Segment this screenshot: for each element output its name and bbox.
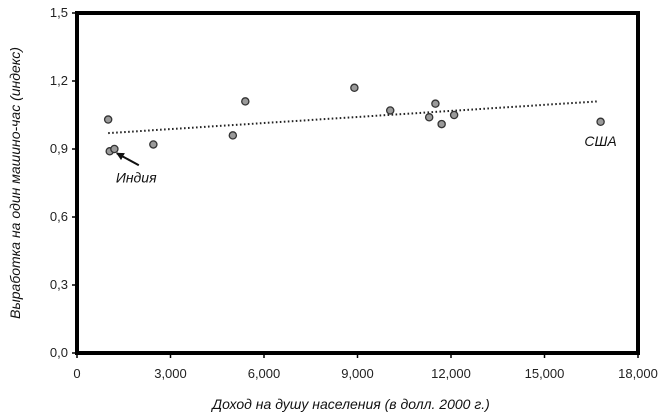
y-tick-label: 0,9 [50, 141, 68, 156]
x-tick-label: 12,000 [431, 366, 471, 381]
y-tick-label: 0,3 [50, 277, 68, 292]
y-tick-label: 0,0 [50, 345, 68, 360]
y-axis: 0,0 0,3 0,6 0,9 1,2 1,5 [50, 5, 77, 360]
x-tick-label: 6,000 [248, 366, 281, 381]
x-tick-label: 15,000 [525, 366, 565, 381]
data-point [350, 83, 359, 93]
y-tick-label: 0,6 [50, 209, 68, 224]
data-point [424, 113, 434, 122]
data-point [228, 131, 238, 140]
x-tick-label: 3,000 [154, 366, 187, 381]
data-point [103, 115, 113, 124]
data-point [385, 106, 395, 115]
data-point [241, 97, 250, 106]
data-point [449, 110, 459, 120]
trendline [108, 100, 598, 135]
data-point [431, 99, 440, 108]
data-point [149, 140, 158, 149]
annotations: Индия США [116, 133, 617, 185]
annotation-label: США [584, 133, 616, 149]
x-axis: 0 3,000 6,000 9,000 12,000 15,000 18,000 [73, 353, 658, 381]
x-tick-label: 0 [73, 366, 80, 381]
x-tick-label: 9,000 [341, 366, 374, 381]
trendline-path [108, 100, 598, 135]
annotation-label: Индия [116, 169, 157, 185]
data-points [103, 83, 605, 156]
y-tick-label: 1,5 [50, 5, 68, 20]
annotation-arrow [115, 152, 140, 167]
x-axis-label: Доход на душу населения (в долл. 2000 г.… [210, 396, 490, 412]
plot-frame [75, 11, 640, 355]
data-point [596, 117, 605, 127]
data-point [110, 144, 119, 154]
y-tick-label: 1,2 [50, 73, 68, 88]
data-point [437, 119, 446, 129]
x-tick-label: 18,000 [618, 366, 658, 381]
y-axis-label: Выработка на один машино-час (индекс) [7, 47, 23, 319]
